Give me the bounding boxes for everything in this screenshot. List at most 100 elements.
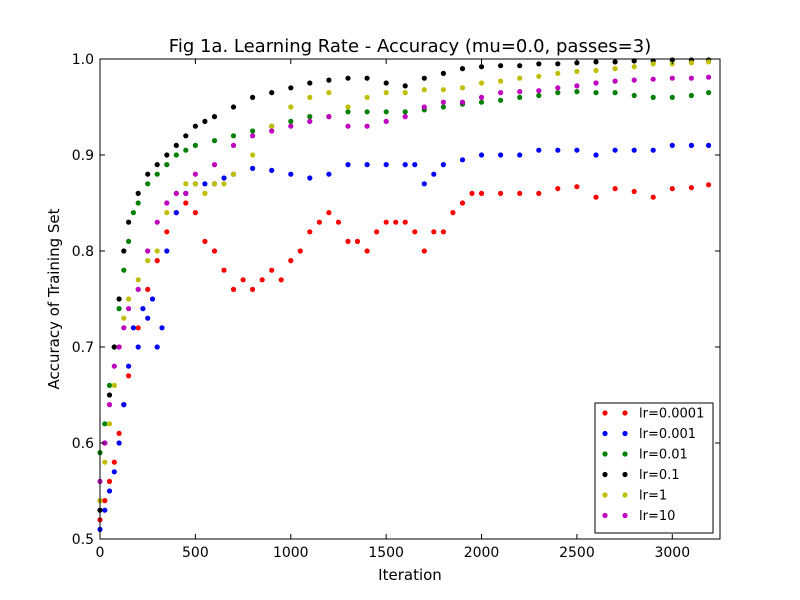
data-point: [706, 142, 712, 148]
legend-marker: [602, 451, 608, 457]
data-point: [230, 171, 237, 177]
data-point: [354, 238, 361, 244]
data-point: [650, 76, 656, 82]
data-point: [307, 118, 313, 124]
data-point: [364, 109, 370, 115]
data-point: [612, 78, 618, 84]
data-point: [517, 75, 523, 81]
data-point: [230, 133, 237, 139]
data-point: [102, 421, 108, 427]
data-point: [250, 133, 256, 139]
data-point: [440, 70, 446, 76]
data-point: [374, 229, 380, 235]
data-point: [345, 75, 351, 81]
data-point: [307, 175, 313, 181]
data-point: [498, 63, 504, 69]
data-point: [111, 382, 117, 388]
data-point: [159, 325, 165, 331]
data-point: [517, 190, 523, 196]
data-point: [116, 296, 122, 302]
data-point: [164, 248, 170, 254]
x-axis-title: Iteration: [378, 566, 442, 584]
data-point: [116, 430, 122, 436]
data-point: [383, 90, 389, 96]
data-point: [631, 64, 637, 70]
data-point: [440, 87, 446, 93]
data-point: [536, 92, 542, 99]
data-point: [230, 286, 237, 292]
legend-marker: [622, 471, 628, 478]
data-point: [345, 104, 351, 110]
data-point: [459, 85, 466, 91]
legend-label: lr=1: [639, 489, 667, 504]
data-point: [130, 325, 136, 331]
data-point: [221, 175, 227, 181]
legend-label: lr=0.01: [639, 448, 688, 463]
data-point: [364, 75, 370, 81]
data-point: [126, 306, 132, 312]
data-point: [102, 459, 108, 465]
data-point: [555, 61, 561, 67]
data-point: [250, 128, 256, 134]
data-point: [126, 296, 132, 302]
data-point: [631, 58, 637, 64]
data-point: [288, 123, 294, 129]
data-point: [221, 267, 227, 273]
data-point: [269, 167, 275, 173]
data-point: [202, 238, 208, 244]
legend-label: lr=10: [639, 509, 675, 524]
data-point: [345, 123, 351, 129]
data-point: [154, 219, 160, 225]
data-point: [574, 83, 580, 89]
data-point: [440, 229, 446, 235]
data-point: [111, 459, 117, 465]
data-point: [121, 267, 127, 273]
y-tick-label: 0.8: [72, 244, 94, 260]
data-point: [145, 181, 151, 187]
data-point: [498, 152, 504, 158]
data-point: [106, 488, 113, 494]
data-point: [383, 80, 389, 86]
data-point: [192, 181, 198, 187]
data-point: [173, 152, 179, 158]
data-point: [126, 238, 132, 244]
data-point: [269, 128, 275, 134]
data-point: [140, 306, 146, 312]
data-point: [106, 478, 113, 484]
data-point: [288, 171, 294, 177]
data-point: [383, 109, 389, 115]
legend-marker: [602, 430, 608, 437]
data-point: [450, 210, 456, 216]
data-point: [149, 296, 156, 302]
data-point: [688, 75, 695, 81]
ticks-layer: 0 500 1000 1500 2000 2500 3000 0.5 0.6 0.7 0.8 0.9 1…: [72, 52, 720, 561]
data-point: [612, 90, 618, 96]
data-point: [126, 219, 132, 225]
data-point: [650, 94, 656, 100]
data-point: [345, 109, 351, 115]
data-point: [211, 114, 218, 120]
data-point: [111, 363, 117, 369]
data-point: [593, 59, 599, 65]
data-point: [307, 229, 313, 235]
data-point: [240, 277, 246, 283]
data-point: [126, 373, 132, 379]
data-point: [631, 147, 637, 153]
data-point: [326, 210, 332, 216]
data-point: [183, 200, 189, 206]
data-point: [250, 286, 256, 292]
data-point: [593, 90, 599, 96]
data-point: [536, 73, 542, 79]
data-point: [135, 200, 141, 206]
legend-label: lr=0.001: [639, 427, 696, 442]
data-point: [183, 190, 189, 196]
data-point: [202, 181, 208, 187]
chart-title: Fig 1a. Learning Rate - Accuracy (mu=0.0…: [169, 36, 651, 57]
data-point: [498, 97, 504, 103]
data-point: [459, 157, 466, 163]
data-point: [517, 89, 523, 95]
data-point: [345, 238, 351, 244]
data-point: [669, 186, 675, 192]
data-point: [383, 162, 389, 168]
